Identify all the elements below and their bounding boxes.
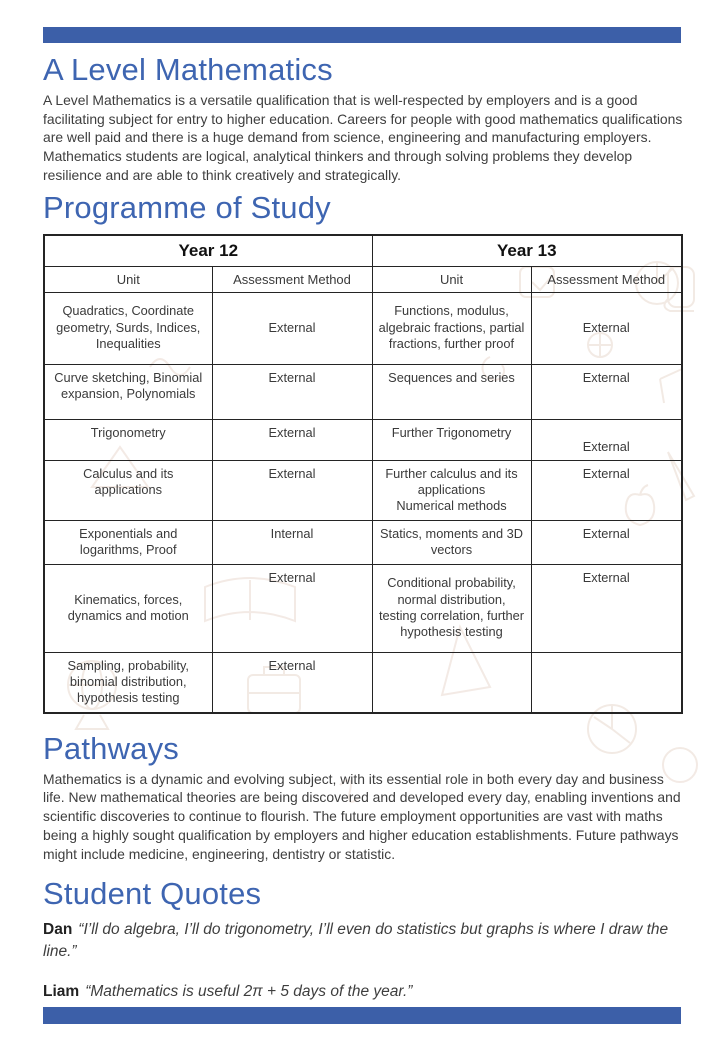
year-group-header: Year 13 xyxy=(371,234,683,267)
student-quotes-title: Student Quotes xyxy=(43,876,262,912)
column-header: Unit xyxy=(43,265,213,293)
column-header: Assessment Method xyxy=(211,265,373,293)
table-cell: External xyxy=(530,519,683,565)
table-cell: Sampling, probability, binomial distribu… xyxy=(43,651,213,714)
pathways-paragraph: Mathematics is a dynamic and evolving su… xyxy=(43,770,681,862)
table-cell: Calculus and its applications xyxy=(43,459,213,521)
table-cell: External xyxy=(211,363,373,420)
table-row: Exponentials and logarithms, Proof Intern… xyxy=(43,519,683,565)
table-cell: External xyxy=(530,563,683,653)
table-row: Calculus and its applications External Fur… xyxy=(43,459,683,521)
intro-paragraph: A Level Mathematics is a versatile quali… xyxy=(43,92,683,183)
column-header: Assessment Method xyxy=(530,265,683,293)
table-cell: Conditional probability, normal distribu… xyxy=(371,563,532,653)
table-cell: Internal xyxy=(211,519,373,565)
table-cell: Exponentials and logarithms, Proof xyxy=(43,519,213,565)
student-quote-liam: Liam “Mathematics is useful 2π + 5 days o… xyxy=(43,981,691,1003)
table-cell: External xyxy=(211,651,373,714)
prospectus-page: A+B x² ÷ B+ A Level Mathematics A Level … xyxy=(0,27,724,1051)
table-cell: Functions, modulus, algebraic fractions,… xyxy=(371,291,532,365)
page-title: A Level Mathematics xyxy=(43,52,333,87)
table-cell: Kinematics, forces, dynamics and motion xyxy=(43,563,213,653)
table-cell: Further Trigonometry xyxy=(371,418,532,461)
pathways-title: Pathways xyxy=(43,730,179,766)
table-row: Trigonometry External Further Trigonometry… xyxy=(43,418,683,461)
table-row: Sampling, probability, binomial distribu… xyxy=(43,651,683,714)
table-row: Quadratics, Coordinate geometry, Surds, … xyxy=(43,291,683,365)
table-cell: External xyxy=(530,418,683,461)
table-cell: External xyxy=(211,418,373,461)
table-cell: External xyxy=(530,291,683,365)
table-cell: Quadratics, Coordinate geometry, Surds, … xyxy=(43,291,213,365)
table-cell: Statics, moments and 3D vectors xyxy=(371,519,532,565)
top-accent-bar xyxy=(43,27,681,43)
table-row: Curve sketching, Binomial expansion, Pol… xyxy=(43,363,683,420)
table-cell: Curve sketching, Binomial expansion, Pol… xyxy=(43,363,213,420)
student-quote-dan: Dan “I’ll do algebra, I’ll do trigonometr… xyxy=(43,919,691,963)
table-cell: External xyxy=(211,291,373,365)
year-group-header: Year 12 xyxy=(43,234,373,267)
programme-of-study-title: Programme of Study xyxy=(43,189,331,225)
table-cell: External xyxy=(211,459,373,521)
table-cell: Sequences and series xyxy=(371,363,532,420)
table-head: Year 12 Year 13 Unit Assessment Method Unit A… xyxy=(43,234,683,293)
programme-of-study-table: Year 12 Year 13 Unit Assessment Method Unit A… xyxy=(43,233,683,714)
table-cell xyxy=(371,651,532,714)
bottom-accent-bar xyxy=(43,1007,681,1025)
student-quote-text: “I’ll do algebra, I’ll do trigonometry, … xyxy=(43,921,669,961)
student-name: Dan xyxy=(43,921,73,939)
student-name: Liam xyxy=(43,983,80,1001)
table-cell: Trigonometry xyxy=(43,418,213,461)
table-cell: External xyxy=(530,363,683,420)
table-cell: External xyxy=(530,459,683,521)
table-cell: Further calculus and its applications Nu… xyxy=(371,459,532,521)
table-body: Quadratics, Coordinate geometry, Surds, … xyxy=(43,291,683,714)
table-cell xyxy=(530,651,683,714)
table-cell: External xyxy=(211,563,373,653)
column-header: Unit xyxy=(371,265,532,293)
table-row: Kinematics, forces, dynamics and motion E… xyxy=(43,563,683,653)
student-quote-text: “Mathematics is useful 2π + 5 days of th… xyxy=(85,983,413,1001)
